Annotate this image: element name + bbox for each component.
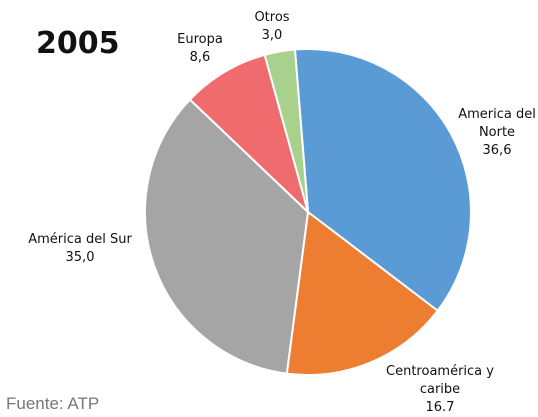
slice-name: Centroamérica y caribe bbox=[386, 364, 494, 397]
pie-slice bbox=[285, 210, 440, 376]
slice-name: Otros bbox=[254, 10, 290, 25]
slice-label: America del Norte 36,6 bbox=[447, 106, 538, 160]
pie-slice bbox=[188, 53, 310, 216]
source-note: Fuente: ATP bbox=[6, 394, 100, 413]
pie-slice bbox=[144, 98, 310, 375]
slice-label: Otros 3,0 bbox=[242, 9, 302, 45]
pie-slice bbox=[293, 48, 472, 313]
slice-label: América del Sur 35,0 bbox=[10, 231, 150, 267]
slice-value: 36,6 bbox=[482, 143, 512, 158]
slice-value: 3,0 bbox=[261, 28, 283, 43]
slice-value: 8,6 bbox=[189, 50, 211, 65]
slice-label: Centroamérica y caribe 16.7 bbox=[378, 363, 503, 417]
chart-title: 2005 bbox=[36, 26, 120, 61]
slice-name: Europa bbox=[177, 32, 223, 47]
slice-label: Europa 8,6 bbox=[160, 31, 240, 67]
slice-name: América del Sur bbox=[28, 232, 132, 247]
slice-name: America del Norte bbox=[458, 107, 536, 140]
slice-value: 16.7 bbox=[425, 400, 455, 415]
slice-value: 35,0 bbox=[65, 250, 95, 265]
pie-slice bbox=[263, 48, 309, 213]
